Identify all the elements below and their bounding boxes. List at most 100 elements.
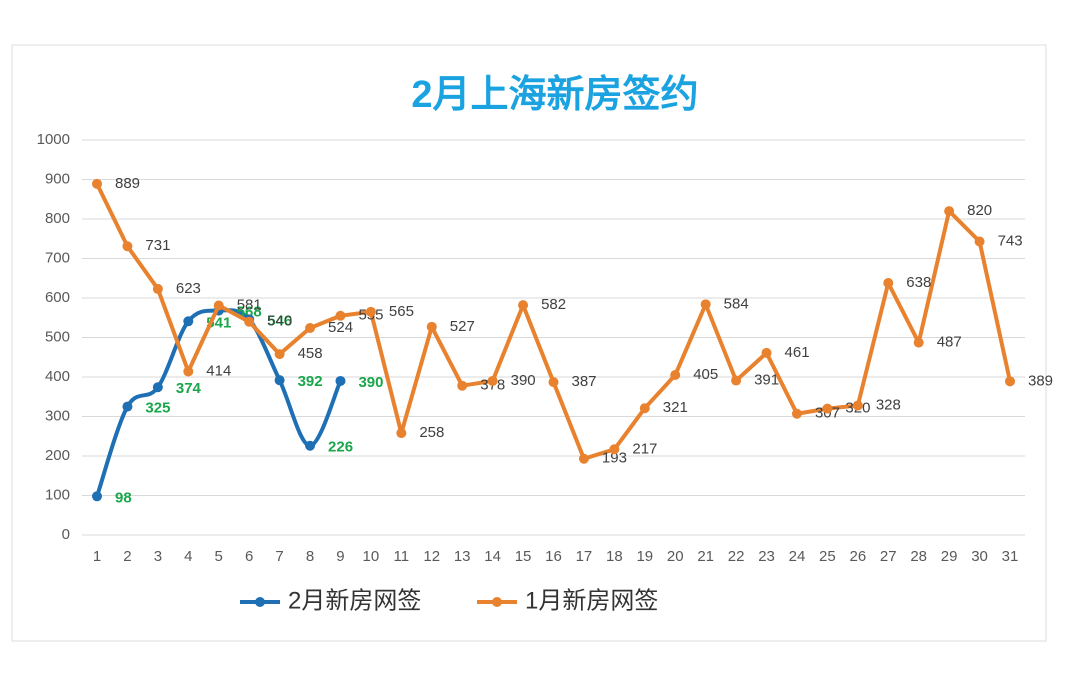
data-label: 392 xyxy=(298,373,323,390)
x-tick-label: 19 xyxy=(636,548,653,565)
data-label: 582 xyxy=(541,296,566,313)
data-label: 546 xyxy=(267,312,292,329)
point xyxy=(183,366,194,377)
x-tick-label: 18 xyxy=(606,548,623,565)
data-label: 325 xyxy=(145,400,170,417)
data-label: 820 xyxy=(967,202,992,219)
data-label: 524 xyxy=(328,319,353,336)
data-label: 389 xyxy=(1028,372,1053,389)
x-tick-label: 3 xyxy=(154,548,162,565)
x-tick-label: 11 xyxy=(394,548,410,565)
data-label: 226 xyxy=(328,439,353,456)
data-label: 565 xyxy=(389,303,414,320)
data-label: 258 xyxy=(419,424,444,441)
point xyxy=(883,277,894,288)
point xyxy=(274,349,285,360)
point xyxy=(822,403,833,414)
data-label: 414 xyxy=(206,362,231,379)
point xyxy=(609,444,620,455)
x-tick-label: 6 xyxy=(245,548,253,565)
point xyxy=(152,382,163,393)
chart-title: 2月上海新房签约 xyxy=(411,74,698,116)
x-tick-label: 13 xyxy=(454,548,471,565)
y-tick-label: 200 xyxy=(45,447,70,464)
point xyxy=(731,375,742,386)
data-label: 889 xyxy=(115,175,140,192)
x-tick-label: 7 xyxy=(275,548,283,565)
point xyxy=(944,206,955,217)
x-tick-label: 26 xyxy=(849,548,866,565)
x-tick-label: 22 xyxy=(728,548,745,565)
point xyxy=(670,370,681,381)
point xyxy=(578,453,589,464)
x-tick-label: 23 xyxy=(758,548,775,565)
data-label: 458 xyxy=(298,345,323,362)
x-tick-label: 27 xyxy=(880,548,897,565)
y-tick-label: 300 xyxy=(45,407,70,424)
point xyxy=(761,347,772,358)
legend-label: 1月新房网签 xyxy=(525,587,658,614)
x-tick-label: 28 xyxy=(910,548,927,565)
point xyxy=(122,241,133,252)
y-tick-label: 0 xyxy=(62,526,70,543)
y-tick-label: 900 xyxy=(45,170,70,187)
data-label: 527 xyxy=(450,318,475,335)
point xyxy=(183,316,194,327)
x-tick-label: 8 xyxy=(306,548,314,565)
point xyxy=(152,283,163,294)
x-tick-label: 17 xyxy=(576,548,593,565)
x-tick-label: 20 xyxy=(667,548,684,565)
point xyxy=(700,299,711,310)
data-label: 98 xyxy=(115,489,132,506)
x-tick-label: 16 xyxy=(545,548,562,565)
point xyxy=(274,375,285,386)
point xyxy=(305,323,316,334)
data-label: 217 xyxy=(632,440,657,457)
point xyxy=(913,337,924,348)
data-label: 743 xyxy=(998,232,1023,249)
data-label: 487 xyxy=(937,334,962,351)
point xyxy=(396,428,407,439)
point xyxy=(335,375,346,386)
data-label: 581 xyxy=(237,296,262,313)
x-tick-label: 12 xyxy=(423,548,440,565)
point xyxy=(974,236,985,247)
x-tick-label: 21 xyxy=(697,548,714,565)
data-label: 461 xyxy=(785,344,810,361)
point xyxy=(335,310,346,321)
x-tick-label: 29 xyxy=(941,548,958,565)
x-tick-label: 4 xyxy=(184,548,192,565)
y-tick-label: 600 xyxy=(45,289,70,306)
x-tick-label: 1 xyxy=(93,548,101,565)
point xyxy=(548,377,559,388)
x-tick-label: 10 xyxy=(363,548,380,565)
data-label: 540 xyxy=(267,313,292,330)
data-label: 390 xyxy=(511,372,536,389)
x-tick-label: 25 xyxy=(819,548,836,565)
point xyxy=(365,306,376,317)
y-tick-label: 1000 xyxy=(37,131,70,148)
point xyxy=(426,321,437,332)
y-tick-label: 800 xyxy=(45,210,70,227)
point xyxy=(305,440,316,451)
y-tick-label: 700 xyxy=(45,249,70,266)
data-label: 731 xyxy=(145,237,170,254)
point xyxy=(457,380,468,391)
y-tick-label: 400 xyxy=(45,368,70,385)
point xyxy=(639,403,650,414)
point xyxy=(122,401,133,412)
x-tick-label: 9 xyxy=(336,548,344,565)
data-label: 623 xyxy=(176,280,201,297)
point xyxy=(518,300,529,311)
legend-label: 2月新房网签 xyxy=(288,587,421,614)
point xyxy=(244,316,255,327)
data-label: 391 xyxy=(754,372,779,389)
data-label: 405 xyxy=(693,366,718,383)
data-label: 374 xyxy=(176,380,202,397)
point xyxy=(213,300,224,311)
legend-marker xyxy=(255,597,265,607)
point xyxy=(487,375,498,386)
x-tick-label: 31 xyxy=(1002,548,1019,565)
